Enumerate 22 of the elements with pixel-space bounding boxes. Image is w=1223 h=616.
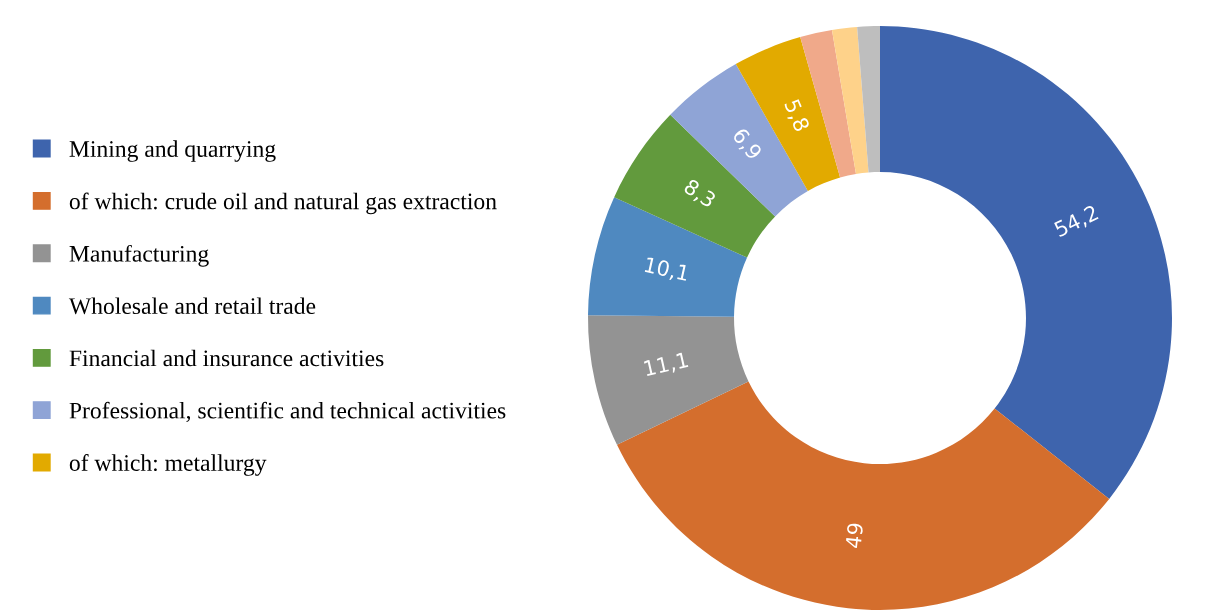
legend-label: Mining and quarrying — [69, 140, 276, 162]
donut-slice — [670, 64, 808, 217]
donut-slice — [735, 37, 841, 192]
donut-slice — [588, 315, 749, 445]
legend-label: of which: crude oil and natural gas extraction — [69, 192, 497, 215]
legend-label: Wholesale and retail trade — [68, 297, 316, 315]
legend-label: of which: metallurgy — [69, 454, 267, 476]
legend-label: Professional, scientific and technical activities — [69, 401, 506, 422]
donut-slice — [831, 26, 869, 174]
data-label: 6,9 — [730, 126, 763, 162]
donut-slice — [616, 381, 1110, 610]
data-label: 49 — [845, 522, 864, 549]
data-label: 8,3 — [681, 178, 717, 210]
legend-label: Manufacturing — [69, 244, 209, 267]
data-label: 10,1 — [644, 256, 690, 284]
data-label: 5,8 — [782, 98, 811, 134]
donut-slice — [857, 26, 880, 173]
donut-slice — [880, 26, 1172, 499]
data-label: 11,1 — [643, 351, 689, 379]
donut-slice — [614, 114, 776, 258]
legend-label: Financial and insurance activities — [69, 349, 384, 367]
data-label: 54,2 — [1053, 204, 1100, 240]
